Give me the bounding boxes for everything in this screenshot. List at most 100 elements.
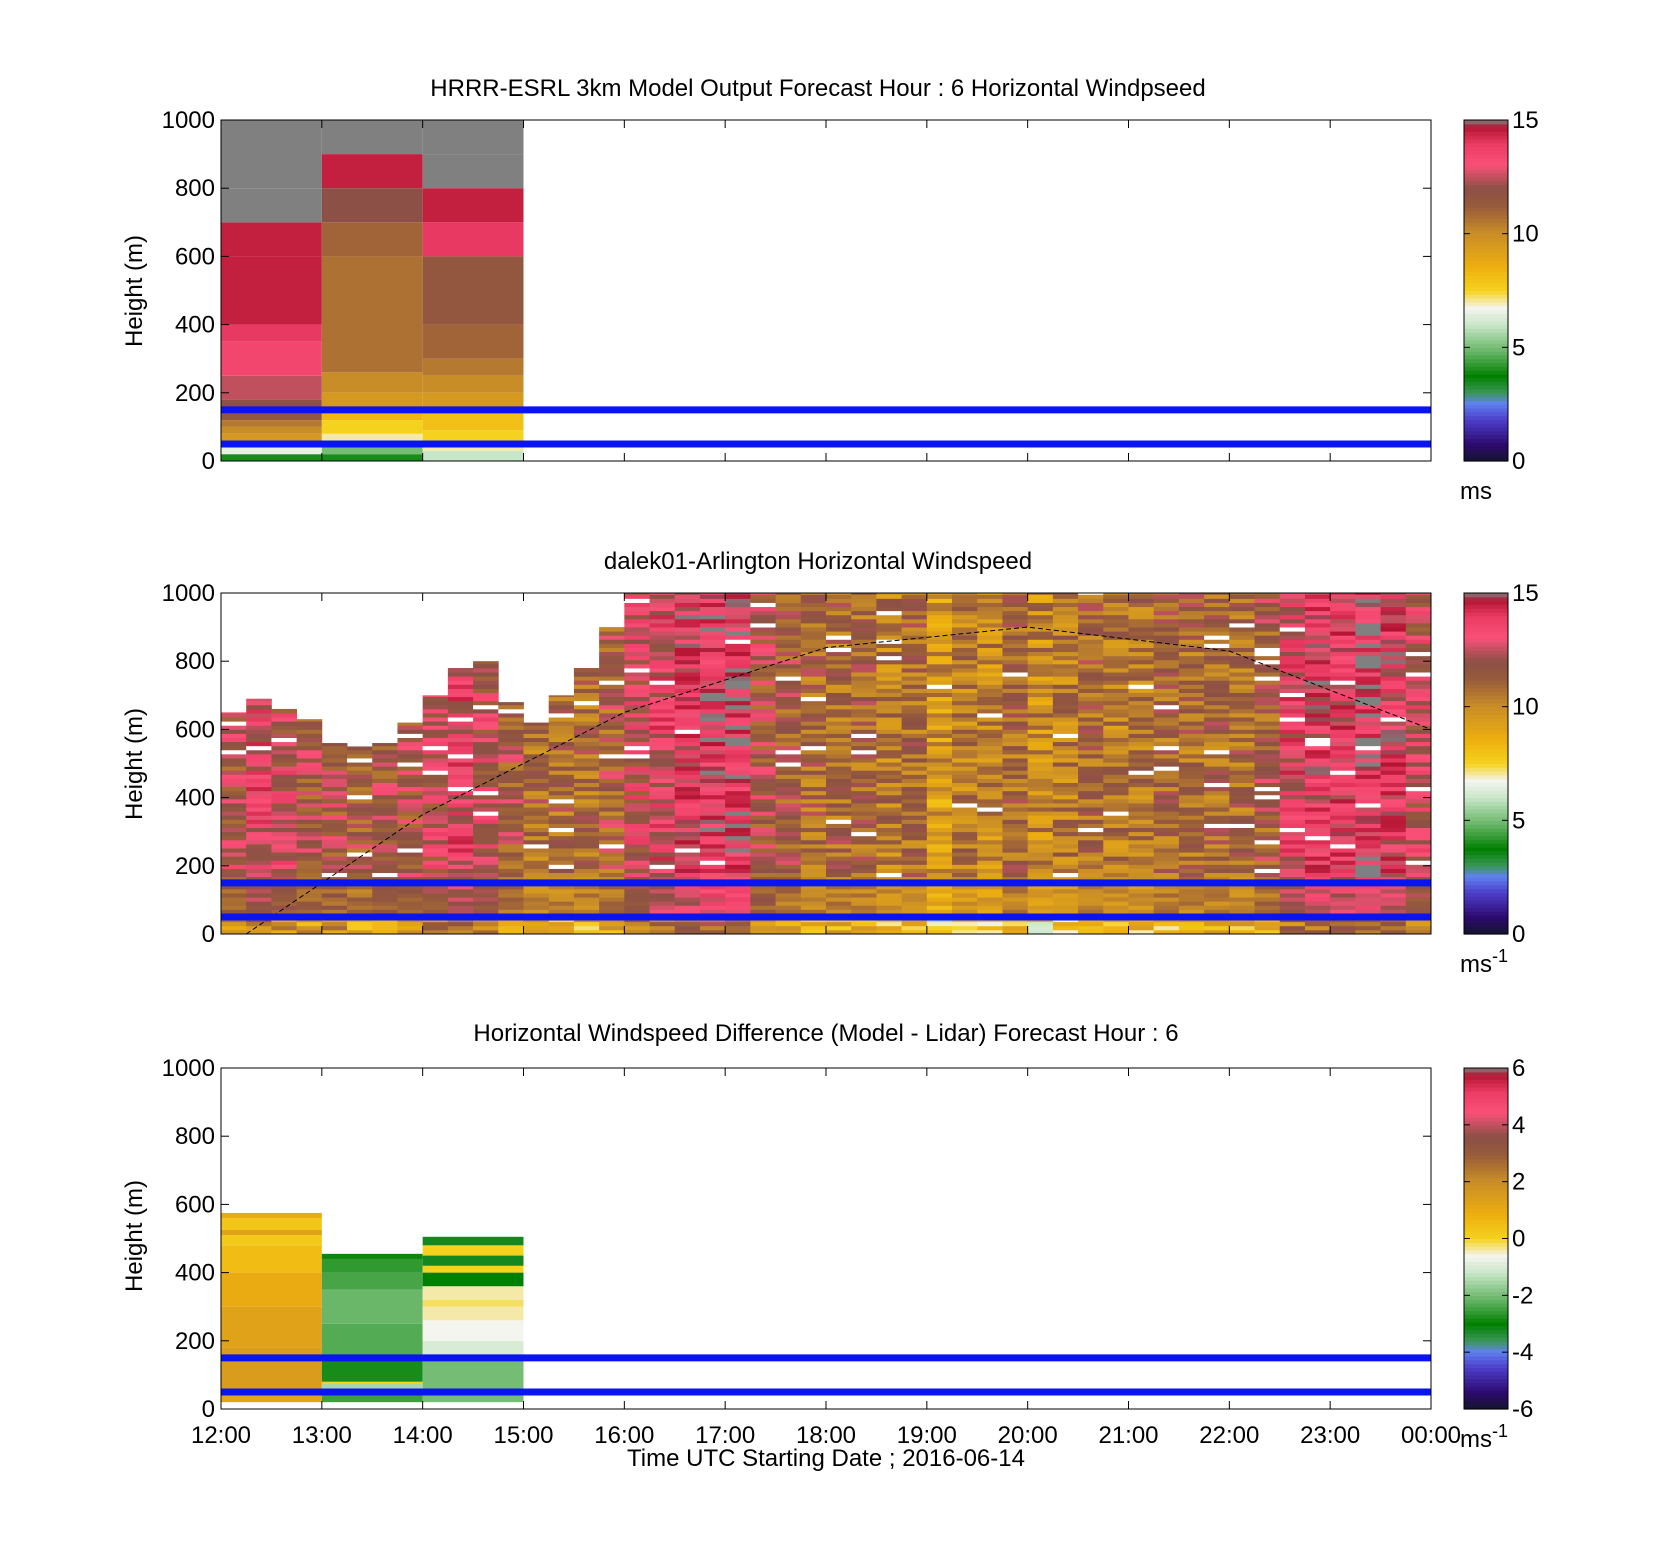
colorbar-swatch [1464,1185,1508,1190]
heatmap-cell [1405,897,1432,902]
heatmap-cell [422,843,449,849]
heatmap-cell [1128,749,1155,755]
heatmap-cell [800,700,827,706]
heatmap-cell [876,606,903,612]
heatmap-cell [1002,888,1029,894]
heatmap-cell [422,819,449,824]
heatmap-cell [750,676,776,681]
heatmap-cell [1027,733,1054,738]
heatmap-cell [1304,786,1331,792]
heatmap-cell [221,721,247,726]
heatmap-cell [826,823,852,829]
heatmap-cell [246,753,272,759]
heatmap-cell [523,729,550,734]
heatmap-cell [347,856,373,861]
heatmap-cell [1128,909,1155,914]
heatmap-cell [826,668,852,673]
heatmap-cell [1178,758,1205,763]
heatmap-cell [1052,659,1079,665]
heatmap-cell [750,700,776,706]
heatmap-cell [1405,704,1432,710]
colorbar-swatch [1464,442,1508,447]
heatmap-cell [649,725,676,730]
heatmap-cell [573,884,600,890]
heatmap-cell [1380,770,1407,775]
heatmap-cell [1405,856,1432,861]
heatmap-cell [321,876,348,882]
heatmap-cell [599,725,625,730]
heatmap-cell [321,794,348,800]
heatmap-cell [1229,864,1255,869]
heatmap-cell [1002,884,1029,890]
x-tick-label: 16:00 [594,1422,654,1449]
colorbar-swatch [1464,191,1508,197]
heatmap-cell [1178,819,1205,824]
heatmap-cell [296,733,323,738]
heatmap-cell [1103,696,1129,702]
heatmap-cell [1153,692,1180,698]
heatmap-cell [1204,925,1230,931]
heatmap-cell [1405,700,1432,706]
heatmap-cell [851,639,877,644]
heatmap-cell [473,798,499,804]
heatmap-cell [649,737,676,743]
colorbar-swatch [1464,411,1508,417]
heatmap-cell [321,447,423,455]
heatmap-cell [876,729,903,734]
heatmap-cell [422,794,449,800]
heatmap-cell [1128,639,1155,644]
heatmap-cell [1052,876,1079,882]
heatmap-cell [1405,848,1432,853]
colorbar-swatch [1464,808,1508,814]
heatmap-cell [624,888,650,894]
heatmap-cell [952,713,978,718]
heatmap-cell [674,663,701,669]
heatmap-cell [1103,766,1129,771]
heatmap-cell [876,839,903,845]
colorbar-swatch [1464,248,1508,254]
heatmap-cell [926,631,953,636]
heatmap-cell [1078,897,1104,902]
colorbar-swatch [1464,373,1508,379]
heatmap-cell [775,897,802,902]
colorbar-swatch [1464,370,1508,375]
heatmap-cell [221,1272,322,1307]
heatmap-cell [1380,745,1407,751]
heatmap-cell [1304,713,1331,718]
heatmap-cell [1380,721,1407,726]
heatmap-cell [1330,929,1356,935]
heatmap-cell [1103,659,1129,665]
heatmap-cell [1027,852,1054,857]
colorbar-swatch [1464,290,1508,295]
heatmap-cell [1355,623,1381,628]
heatmap-cell [952,766,978,771]
heatmap-cell [1204,831,1230,837]
heatmap-cell [548,909,575,914]
heatmap-cell [372,905,398,910]
heatmap-cell [246,729,272,734]
heatmap-cell [649,717,676,722]
heatmap-cell [1355,753,1381,759]
heatmap-cell [1128,856,1155,861]
heatmap-cell [826,766,852,771]
heatmap-cell [800,753,827,759]
heatmap-cell [826,860,852,865]
heatmap-cell [498,925,524,931]
colorbar-swatch [1464,1302,1508,1308]
heatmap-cell [573,684,600,689]
heatmap-cell [599,803,625,808]
heatmap-cell [926,835,953,841]
heatmap-cell [498,770,524,775]
heatmap-cell [1405,614,1432,620]
heatmap-cell [573,680,600,685]
heatmap-cell [1279,659,1306,665]
heatmap-cell [649,778,676,783]
heatmap-cell [1254,745,1281,751]
heatmap-cell [296,864,323,869]
heatmap-cell [952,831,978,837]
heatmap-cell [624,758,650,763]
heatmap-cell [876,803,903,808]
heatmap-cell [1330,925,1356,931]
heatmap-cell [246,713,272,718]
heatmap-cell [447,745,474,751]
